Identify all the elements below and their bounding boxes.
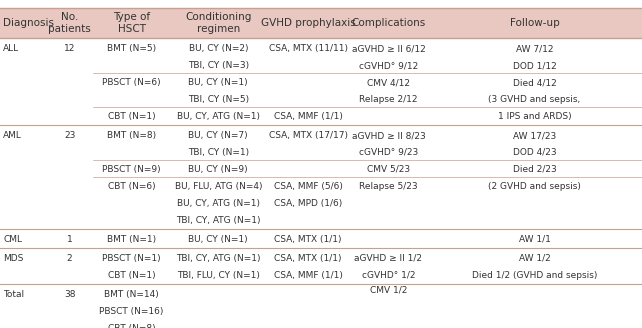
Text: Died 1/2 (GVHD and sepsis): Died 1/2 (GVHD and sepsis) [472, 271, 597, 280]
Text: CSA, MTX (11/11): CSA, MTX (11/11) [268, 44, 348, 53]
Text: 1 IPS and ARDS): 1 IPS and ARDS) [498, 112, 571, 121]
Text: TBI, CY, ATG (N=1): TBI, CY, ATG (N=1) [176, 254, 261, 263]
Text: cGVHD° 9/23: cGVHD° 9/23 [359, 148, 418, 157]
Bar [0, 9, 642, 38]
Text: PBSCT (N=9): PBSCT (N=9) [102, 165, 161, 174]
Text: GVHD prophylaxis: GVHD prophylaxis [261, 18, 356, 28]
Text: CSA, MMF (5/6): CSA, MMF (5/6) [273, 182, 343, 191]
Text: Total: Total [3, 290, 24, 299]
Text: CBT (N=6): CBT (N=6) [108, 182, 155, 191]
Text: ALL: ALL [3, 44, 19, 53]
Text: AML: AML [3, 131, 22, 140]
Text: CBT (N=8): CBT (N=8) [108, 324, 155, 328]
Text: AW 1/1: AW 1/1 [519, 235, 550, 244]
Text: 23: 23 [64, 131, 75, 140]
Text: PBSCT (N=1): PBSCT (N=1) [102, 254, 161, 263]
Text: cGVHD° 1/2: cGVHD° 1/2 [361, 271, 415, 280]
Text: Relapse 2/12: Relapse 2/12 [359, 95, 418, 104]
Text: BMT (N=5): BMT (N=5) [107, 44, 156, 53]
Text: Follow-up: Follow-up [510, 18, 559, 28]
Text: TBI, FLU, CY (N=1): TBI, FLU, CY (N=1) [177, 271, 260, 280]
Text: DOD 4/23: DOD 4/23 [513, 148, 556, 157]
Text: 2: 2 [67, 254, 73, 263]
Text: TBI, CY (N=1): TBI, CY (N=1) [187, 148, 249, 157]
Text: MDS: MDS [3, 254, 24, 263]
Text: CBT (N=1): CBT (N=1) [108, 112, 155, 121]
Text: BMT (N=1): BMT (N=1) [107, 235, 156, 244]
Text: AW 17/23: AW 17/23 [513, 131, 556, 140]
Text: BU, CY, ATG (N=1): BU, CY, ATG (N=1) [177, 112, 260, 121]
Text: AW 7/12: AW 7/12 [516, 44, 553, 53]
Text: CML: CML [3, 235, 22, 244]
Text: Complications: Complications [351, 18, 426, 28]
Text: BU, CY (N=2): BU, CY (N=2) [189, 44, 248, 53]
Text: CMV 5/23: CMV 5/23 [367, 165, 410, 174]
Text: CSA, MTX (1/1): CSA, MTX (1/1) [274, 235, 342, 244]
Text: BMT (N=14): BMT (N=14) [104, 290, 159, 299]
Text: No.
patients: No. patients [48, 12, 91, 34]
Text: CMV 4/12: CMV 4/12 [367, 78, 410, 87]
Text: Relapse 5/23: Relapse 5/23 [359, 182, 418, 191]
Text: (3 GVHD and sepsis,: (3 GVHD and sepsis, [489, 95, 580, 104]
Text: CSA, MPD (1/6): CSA, MPD (1/6) [274, 199, 342, 208]
Text: Type of
HSCT: Type of HSCT [113, 12, 150, 34]
Text: 12: 12 [64, 44, 75, 53]
Text: PBSCT (N=16): PBSCT (N=16) [100, 307, 164, 316]
Text: BMT (N=8): BMT (N=8) [107, 131, 156, 140]
Text: DOD 1/12: DOD 1/12 [512, 61, 557, 70]
Text: BU, CY (N=7): BU, CY (N=7) [189, 131, 248, 140]
Text: Conditioning
regimen: Conditioning regimen [185, 12, 252, 34]
Text: TBI, CY (N=5): TBI, CY (N=5) [187, 95, 249, 104]
Text: CSA, MMF (1/1): CSA, MMF (1/1) [273, 112, 343, 121]
Text: aGVHD ≥ II 8/23: aGVHD ≥ II 8/23 [352, 131, 425, 140]
Text: BU, CY (N=1): BU, CY (N=1) [189, 235, 248, 244]
Text: BU, CY, ATG (N=1): BU, CY, ATG (N=1) [177, 199, 260, 208]
Text: 1: 1 [67, 235, 73, 244]
Text: BU, CY (N=9): BU, CY (N=9) [189, 165, 248, 174]
Text: TBI, CY (N=3): TBI, CY (N=3) [187, 61, 249, 70]
Text: aGVHD ≥ II 6/12: aGVHD ≥ II 6/12 [352, 44, 425, 53]
Text: Died 2/23: Died 2/23 [512, 165, 557, 174]
Text: AW 1/2: AW 1/2 [519, 254, 550, 263]
Text: aGVHD ≥ II 1/2: aGVHD ≥ II 1/2 [354, 254, 422, 263]
Text: CBT (N=1): CBT (N=1) [108, 271, 155, 280]
Text: cGVHD° 9/12: cGVHD° 9/12 [359, 61, 418, 70]
Text: PBSCT (N=6): PBSCT (N=6) [102, 78, 161, 87]
Text: 38: 38 [64, 290, 75, 299]
Text: BU, CY (N=1): BU, CY (N=1) [189, 78, 248, 87]
Text: CSA, MMF (1/1): CSA, MMF (1/1) [273, 271, 343, 280]
Text: CSA, MTX (1/1): CSA, MTX (1/1) [274, 254, 342, 263]
Text: Died 4/12: Died 4/12 [512, 78, 557, 87]
Text: TBI, CY, ATG (N=1): TBI, CY, ATG (N=1) [176, 215, 261, 225]
Text: BU, FLU, ATG (N=4): BU, FLU, ATG (N=4) [175, 182, 262, 191]
Text: CSA, MTX (17/17): CSA, MTX (17/17) [268, 131, 348, 140]
Text: (2 GVHD and sepsis): (2 GVHD and sepsis) [488, 182, 581, 191]
Text: CMV 1/2: CMV 1/2 [370, 285, 407, 294]
Text: Diagnosis: Diagnosis [3, 18, 54, 28]
